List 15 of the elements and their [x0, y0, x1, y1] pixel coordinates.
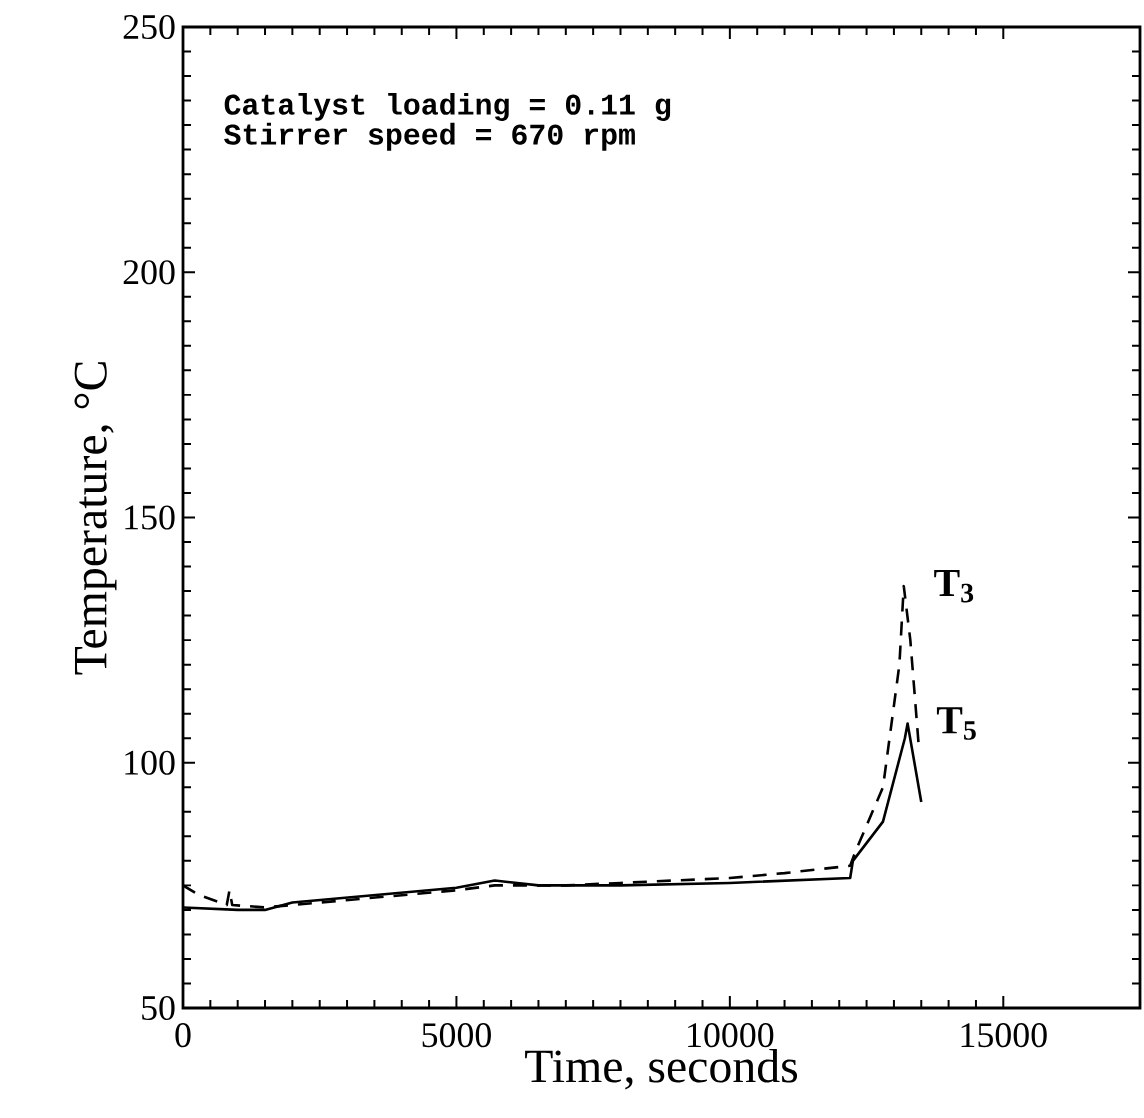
annotation: Catalyst loading = 0.11 g — [224, 92, 671, 121]
x-axis-title: Time, seconds — [525, 1048, 798, 1090]
series-label: T$_{3}$ — [934, 569, 974, 603]
x-tick-label: 10000 — [688, 1023, 774, 1048]
y-tick-label: 150 — [125, 505, 175, 530]
y-tick-label: 50 — [142, 995, 175, 1021]
x-tick-label: 5000 — [422, 1023, 491, 1048]
y-axis-title: Temperature, °C — [74, 362, 117, 675]
y-tick-label: 250 — [123, 14, 175, 40]
annotation: Stirrer speed = 670 rpm — [224, 122, 635, 151]
series-label: T$_{5}$ — [936, 707, 976, 740]
y-tick-label: 100 — [125, 750, 175, 775]
y-tick-label: 200 — [123, 260, 175, 285]
x-tick-label: 0 — [175, 1023, 191, 1048]
x-tick-label: 15000 — [961, 1023, 1047, 1048]
